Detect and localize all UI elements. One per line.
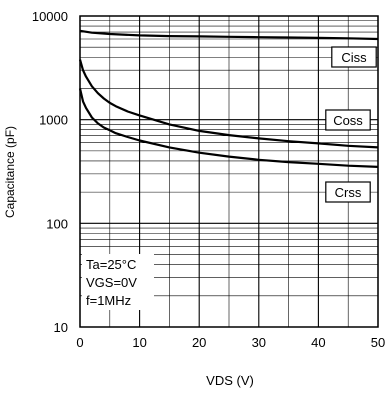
y-tick-label: 100 (46, 216, 68, 231)
series-labels: Ciss Coss Crss (325, 46, 377, 203)
x-tick-labels: 0 10 20 30 40 50 (76, 335, 385, 350)
condition-text: f=1MHz (86, 293, 131, 308)
condition-text: VGS=0V (86, 275, 137, 290)
series-label-crss: Crss (325, 181, 371, 203)
x-tick-label: 30 (252, 335, 266, 350)
svg-text:Crss: Crss (335, 185, 362, 200)
y-axis-label: Capacitance (pF) (3, 126, 17, 218)
x-tick-label: 20 (192, 335, 206, 350)
y-tick-label: 10 (54, 320, 68, 335)
x-axis-label: VDS (V) (206, 373, 254, 388)
conditions-annotation: Ta=25°C VGS=0V f=1MHz (82, 254, 154, 310)
y-tick-label: 1000 (39, 113, 68, 128)
x-tick-label: 0 (76, 335, 83, 350)
series-label-ciss: Ciss (331, 46, 377, 68)
series-line-ciss (79, 29, 379, 41)
series-lines (78, 29, 379, 168)
svg-text:Coss: Coss (333, 113, 363, 128)
x-tick-label: 10 (132, 335, 146, 350)
x-tick-label: 40 (311, 335, 325, 350)
series-line-coss (78, 59, 379, 149)
y-tick-labels: 10 100 1000 10000 (32, 9, 68, 335)
series-line-crss (78, 88, 379, 168)
plot-frame (79, 15, 379, 328)
condition-text: Ta=25°C (86, 257, 136, 272)
y-tick-label: 10000 (32, 9, 68, 24)
svg-text:Ciss: Ciss (341, 50, 367, 65)
series-label-coss: Coss (325, 109, 371, 131)
x-tick-label: 50 (371, 335, 385, 350)
